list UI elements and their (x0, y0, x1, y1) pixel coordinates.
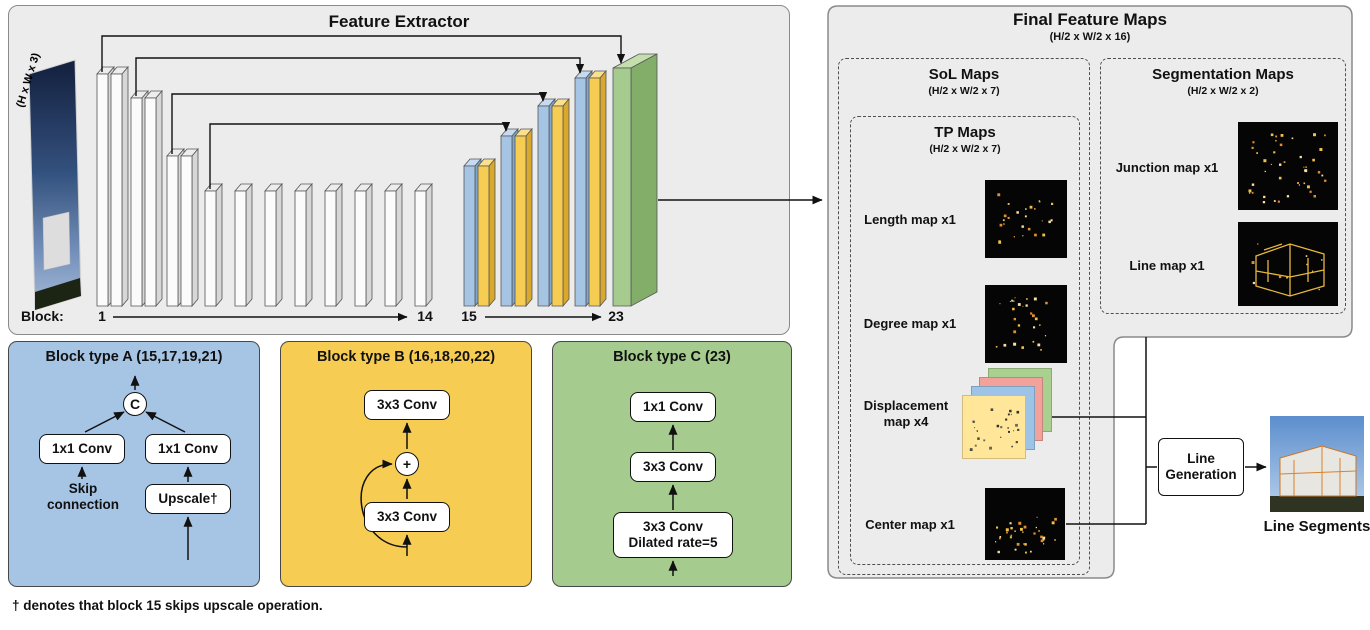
segmentation-maps-subtitle: (H/2 x W/2 x 2) (1187, 85, 1259, 97)
displacement-map-label: Displacement map x4 (863, 398, 949, 429)
right-conv-to-concat-arrow (145, 411, 186, 433)
block-number-14: 14 (417, 308, 433, 324)
footnote: † denotes that block 15 skips upscale op… (12, 598, 323, 613)
line-generation-box: Line Generation (1158, 438, 1244, 496)
block-number-23: 23 (608, 308, 624, 324)
displacement-map-stack (962, 368, 1058, 464)
line-segments-label: Line Segments (1263, 518, 1370, 535)
skip-connection-label-line2: connection (46, 497, 119, 513)
block-type-b-title: Block type B (16,18,20,22) (316, 349, 496, 365)
conv-1x1-left-box: 1x1 Conv (39, 434, 125, 464)
input-image: (H x W x 3) (14, 51, 82, 311)
dilated-conv-label-line1: 3x3 Conv (642, 518, 704, 534)
junction-map-label: Junction map x1 (1115, 160, 1219, 175)
length-map-image (985, 180, 1067, 258)
conv-1x1-right-box: 1x1 Conv (145, 434, 231, 464)
conv-3x3-dilated-box: 3x3 Conv Dilated rate=5 (613, 512, 733, 558)
final-feature-maps-title: Final Feature Maps (1013, 10, 1167, 29)
length-map-label: Length map x1 (864, 212, 956, 227)
left-conv-to-concat-arrow (84, 411, 125, 433)
displacement-dots (969, 408, 1020, 451)
feature-extractor-panel: (H x W x 3) Feature Extractor Block: 1 1… (8, 5, 790, 335)
skip-connection-label-line1: Skip (68, 481, 98, 496)
skip-connection-label: Skip connection (35, 481, 131, 513)
segmentation-maps-box (1100, 58, 1346, 314)
feature-extractor-title: Feature Extractor (328, 12, 470, 31)
line-map-label: Line map x1 (1129, 258, 1205, 273)
sol-maps-title: SoL Maps (928, 66, 1000, 83)
junction-map-image (1238, 122, 1338, 210)
segmentation-maps-title: Segmentation Maps (1152, 66, 1294, 83)
tp-maps-title: TP Maps (934, 124, 996, 141)
line-segments-image (1270, 416, 1364, 512)
sol-maps-subtitle: (H/2 x W/2 x 7) (928, 85, 1000, 97)
line-map-wireframe (1255, 243, 1325, 297)
plus-node: + (395, 452, 419, 476)
feature-extractor-graphic: (H x W x 3) (14, 35, 658, 322)
line-map-image (1238, 222, 1338, 306)
tp-maps-box (850, 116, 1080, 565)
skip-arrow-1 (101, 35, 626, 72)
block-type-a-title: Block type A (15,17,19,21) (45, 349, 223, 365)
skip-arrow-4 (209, 121, 511, 189)
block-type-c-panel: Block type C (23) 1x1 Conv 3x3 Conv 3x3 … (552, 341, 792, 587)
block-type-c-arrows (668, 424, 678, 576)
block-number-1: 1 (98, 308, 106, 324)
conv-3x3-box: 3x3 Conv (630, 452, 716, 482)
center-map-label: Center map x1 (865, 517, 955, 532)
block-index-label: Block: (21, 308, 64, 324)
sol-maps-box (838, 58, 1090, 575)
skip-connection-arrows (101, 35, 626, 189)
tp-maps-subtitle: (H/2 x W/2 x 7) (929, 143, 1001, 155)
block-type-b-arrows (360, 422, 412, 556)
conv-3x3-top-box: 3x3 Conv (364, 390, 450, 420)
conv-3x3-bottom-box: 3x3 Conv (364, 502, 450, 532)
block-type-c-title: Block type C (23) (613, 349, 731, 365)
block-type-b-panel: Block type B (16,18,20,22) 3x3 Conv + 3x… (280, 341, 532, 587)
dilated-conv-label-line2: Dilated rate=5 (628, 535, 718, 550)
skip-arrow-2 (135, 57, 585, 96)
degree-map-label: Degree map x1 (863, 316, 957, 331)
displacement-layer-yellow (962, 395, 1026, 459)
concat-node: C (123, 392, 147, 416)
center-map-image (985, 488, 1065, 560)
degree-map-image (985, 285, 1067, 363)
conv-1x1-box: 1x1 Conv (630, 392, 716, 422)
final-feature-maps-subtitle: (H/2 x W/2 x 16) (1049, 31, 1131, 43)
block-type-a-arrows (77, 375, 193, 560)
cnn-blocks (96, 53, 658, 308)
residual-skip-arc (360, 459, 408, 548)
skip-arrow-3 (171, 91, 548, 154)
block-type-a-panel: Block type A (15,17,19,21) C 1x1 Conv 1x… (8, 341, 260, 587)
block-number-15: 15 (461, 308, 477, 324)
line-segments-wireframe (1279, 446, 1357, 496)
upscale-box: Upscale† (145, 484, 231, 514)
